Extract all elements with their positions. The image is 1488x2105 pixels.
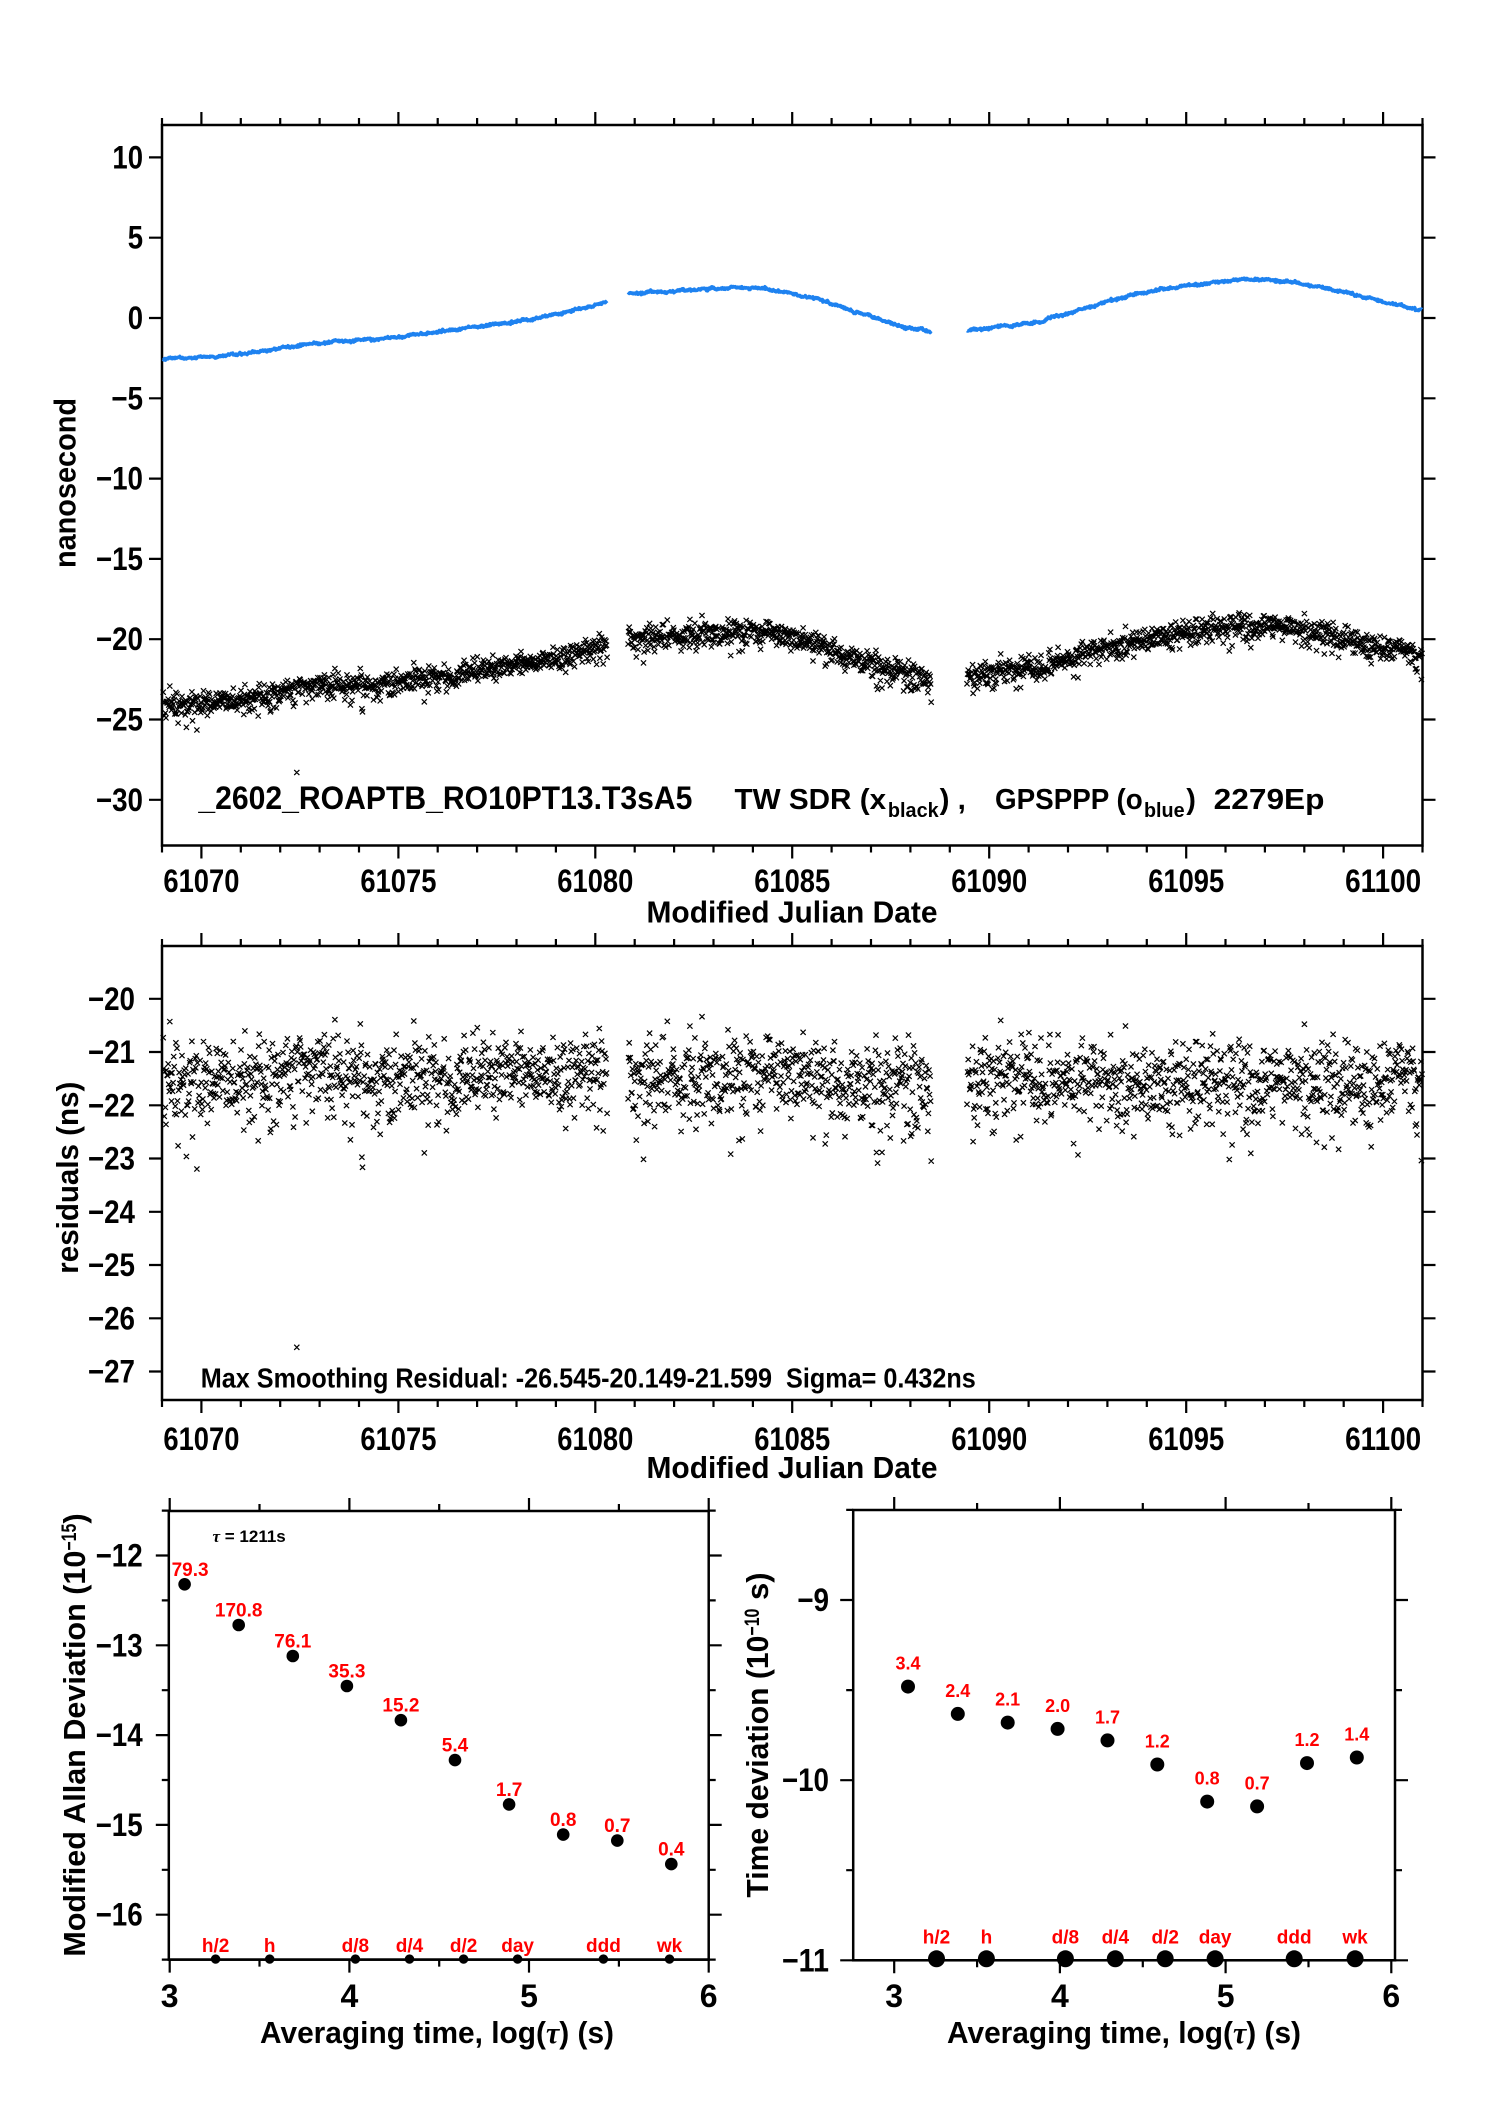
svg-text:h: h bbox=[981, 1928, 993, 1949]
svg-text:6: 6 bbox=[1382, 1978, 1400, 2014]
svg-text:61090: 61090 bbox=[951, 1421, 1027, 1457]
svg-text:wk: wk bbox=[1341, 1928, 1368, 1949]
svg-text:−10: −10 bbox=[96, 461, 143, 497]
svg-text:5: 5 bbox=[128, 220, 143, 256]
svg-text:d/4: d/4 bbox=[1102, 1928, 1130, 1949]
svg-text:Averaging time, log(τ) (s): Averaging time, log(τ) (s) bbox=[947, 2015, 1301, 2050]
svg-text:6: 6 bbox=[700, 1978, 718, 2014]
svg-text:3: 3 bbox=[885, 1978, 903, 2014]
svg-text:−15: −15 bbox=[96, 541, 143, 577]
svg-text:d/2: d/2 bbox=[1151, 1928, 1178, 1949]
svg-text:day: day bbox=[1199, 1928, 1232, 1949]
svg-text:Modified Julian Date: Modified Julian Date bbox=[647, 895, 938, 930]
svg-text:0.4: 0.4 bbox=[658, 1840, 685, 1861]
svg-text:ddd: ddd bbox=[586, 1936, 621, 1957]
svg-text:d/8: d/8 bbox=[1052, 1928, 1079, 1949]
svg-text:61090: 61090 bbox=[951, 863, 1027, 899]
svg-text:−14: −14 bbox=[96, 1717, 143, 1753]
svg-text:TW SDR (xblack) ,GPSPPP (oblue: TW SDR (xblack) , GPSPPP (oblue) 2279Ep bbox=[735, 784, 1325, 822]
svg-text:−11: −11 bbox=[782, 1942, 829, 1978]
svg-text:61080: 61080 bbox=[557, 1421, 633, 1457]
svg-text:−27: −27 bbox=[88, 1354, 135, 1390]
svg-text:76.1: 76.1 bbox=[274, 1632, 311, 1653]
svg-text:−13: −13 bbox=[96, 1627, 143, 1663]
svg-text:0.7: 0.7 bbox=[1245, 1773, 1270, 1793]
svg-text:61100: 61100 bbox=[1345, 863, 1421, 899]
svg-text:d/4: d/4 bbox=[396, 1936, 424, 1957]
svg-text:0: 0 bbox=[128, 300, 143, 336]
svg-text:−25: −25 bbox=[96, 702, 143, 738]
svg-text:5: 5 bbox=[1217, 1978, 1235, 2014]
svg-text:−30: −30 bbox=[96, 782, 143, 818]
svg-text:1.7: 1.7 bbox=[1095, 1707, 1120, 1727]
svg-text:day: day bbox=[501, 1936, 534, 1957]
svg-text:61075: 61075 bbox=[360, 863, 436, 899]
svg-text:−12: −12 bbox=[96, 1538, 143, 1574]
svg-text:61100: 61100 bbox=[1345, 1421, 1421, 1457]
svg-text:−9: −9 bbox=[797, 1582, 829, 1618]
svg-text:5.4: 5.4 bbox=[442, 1736, 469, 1757]
svg-text:nanosecond: nanosecond bbox=[48, 398, 83, 568]
svg-text:61085: 61085 bbox=[754, 1421, 830, 1457]
svg-text:61095: 61095 bbox=[1148, 1421, 1224, 1457]
svg-text:1.4: 1.4 bbox=[1344, 1725, 1369, 1745]
svg-text:61095: 61095 bbox=[1148, 863, 1224, 899]
svg-text:−16: −16 bbox=[96, 1897, 143, 1933]
svg-text:−21: −21 bbox=[88, 1034, 135, 1070]
svg-text:15.2: 15.2 bbox=[382, 1696, 419, 1717]
svg-text:wk: wk bbox=[656, 1936, 683, 1957]
svg-text:Max Smoothing Residual: -26.54: Max Smoothing Residual: -26.545-20.149-2… bbox=[201, 1362, 976, 1393]
svg-text:−20: −20 bbox=[88, 981, 135, 1017]
svg-text:0.7: 0.7 bbox=[604, 1816, 630, 1837]
svg-text:2.1: 2.1 bbox=[995, 1690, 1020, 1710]
svg-text:4: 4 bbox=[341, 1978, 359, 2014]
svg-text:79.3: 79.3 bbox=[172, 1560, 209, 1581]
svg-text:10: 10 bbox=[112, 139, 143, 175]
svg-text:1.2: 1.2 bbox=[1145, 1732, 1170, 1752]
svg-text:61070: 61070 bbox=[163, 863, 239, 899]
svg-text:1.2: 1.2 bbox=[1294, 1730, 1319, 1750]
svg-text:61075: 61075 bbox=[360, 1421, 436, 1457]
svg-text:0.8: 0.8 bbox=[1195, 1769, 1220, 1789]
svg-text:−10: −10 bbox=[782, 1762, 829, 1798]
svg-text:d/2: d/2 bbox=[450, 1936, 477, 1957]
svg-text:−25: −25 bbox=[88, 1247, 135, 1283]
svg-text:Modified Allan Deviation (10−1: Modified Allan Deviation (10−15) bbox=[57, 1513, 92, 1956]
svg-text:_2602_ROAPTB_RO10PT13.T3sA5: _2602_ROAPTB_RO10PT13.T3sA5 bbox=[197, 780, 692, 816]
svg-text:d/8: d/8 bbox=[342, 1936, 369, 1957]
svg-text:Time deviation (10−10 s): Time deviation (10−10 s) bbox=[740, 1572, 775, 1897]
svg-text:−24: −24 bbox=[88, 1194, 135, 1230]
svg-text:4: 4 bbox=[1051, 1978, 1069, 2014]
svg-text:h: h bbox=[264, 1936, 276, 1957]
svg-text:ddd: ddd bbox=[1277, 1928, 1312, 1949]
svg-text:h/2: h/2 bbox=[923, 1928, 950, 1949]
svg-text:τ = 1211s: τ = 1211s bbox=[213, 1527, 286, 1546]
svg-text:−26: −26 bbox=[88, 1300, 135, 1336]
svg-text:2.0: 2.0 bbox=[1045, 1696, 1070, 1716]
svg-text:−15: −15 bbox=[96, 1807, 143, 1843]
svg-text:−22: −22 bbox=[88, 1087, 135, 1123]
svg-text:h/2: h/2 bbox=[202, 1936, 229, 1957]
svg-text:3: 3 bbox=[161, 1978, 179, 2014]
svg-text:3.4: 3.4 bbox=[895, 1654, 920, 1674]
svg-text:−5: −5 bbox=[111, 380, 143, 416]
svg-text:−20: −20 bbox=[96, 621, 143, 657]
svg-text:61070: 61070 bbox=[163, 1421, 239, 1457]
svg-text:5: 5 bbox=[520, 1978, 538, 2014]
svg-text:residuals (ns): residuals (ns) bbox=[50, 1082, 85, 1274]
svg-text:35.3: 35.3 bbox=[328, 1662, 365, 1683]
svg-text:Averaging time, log(τ) (s): Averaging time, log(τ) (s) bbox=[260, 2015, 614, 2050]
svg-text:2.4: 2.4 bbox=[945, 1681, 970, 1701]
svg-text:−23: −23 bbox=[88, 1141, 135, 1177]
svg-text:61080: 61080 bbox=[557, 863, 633, 899]
svg-text:61085: 61085 bbox=[754, 863, 830, 899]
svg-text:1.7: 1.7 bbox=[496, 1780, 522, 1801]
svg-text:170.8: 170.8 bbox=[215, 1601, 263, 1622]
svg-text:Modified Julian Date: Modified Julian Date bbox=[647, 1450, 938, 1485]
svg-text:0.8: 0.8 bbox=[550, 1810, 576, 1831]
